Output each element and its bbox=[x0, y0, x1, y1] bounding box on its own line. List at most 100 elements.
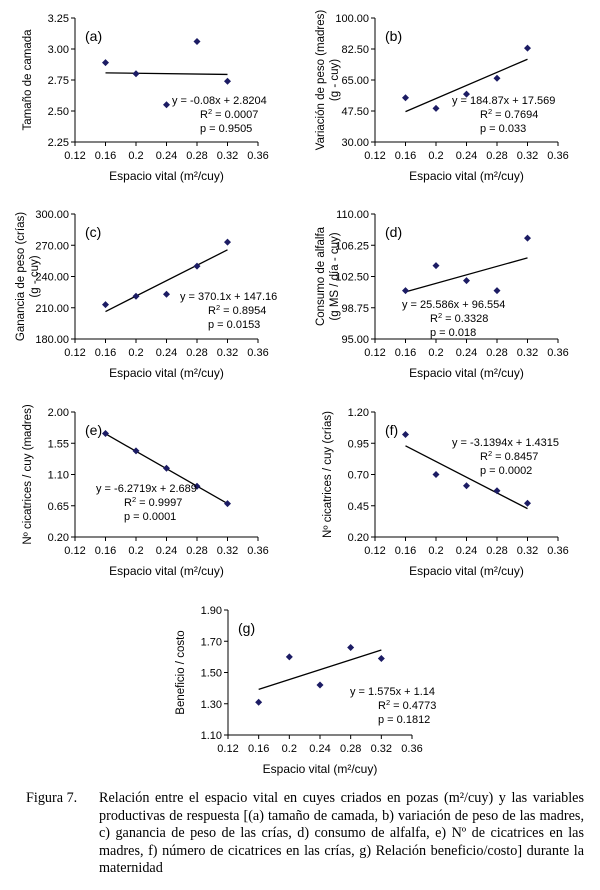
x-tick-label: 0.2 bbox=[128, 150, 143, 162]
data-point bbox=[224, 238, 231, 246]
x-axis-title: Espacio vital (m²/cuy) bbox=[409, 169, 524, 183]
data-point bbox=[102, 301, 109, 309]
x-tick-label: 0.12 bbox=[64, 347, 85, 359]
y-tick-label: 2.50 bbox=[48, 106, 69, 118]
x-tick-label: 0.36 bbox=[547, 545, 568, 557]
panel-label: (g) bbox=[238, 620, 255, 636]
data-point bbox=[132, 292, 140, 300]
y-tick-label: 95.00 bbox=[341, 334, 369, 346]
regression-annotation: y = -0.08x + 2.8204 bbox=[172, 95, 267, 107]
x-tick-label: 0.2 bbox=[428, 347, 443, 359]
data-point bbox=[377, 654, 385, 662]
y-tick-label: 0.20 bbox=[348, 532, 369, 544]
y-tick-label: 1.90 bbox=[201, 605, 222, 617]
y-axis-title: Consumo de alfalfa bbox=[315, 226, 327, 326]
y-axis-title: Ganancia de peso (crías) bbox=[15, 212, 27, 341]
y-tick-label: 180.00 bbox=[35, 334, 69, 346]
x-tick-label: 0.24 bbox=[456, 150, 477, 162]
regression-annotation: p = 0.0001 bbox=[124, 511, 176, 523]
data-point bbox=[285, 653, 293, 661]
regression-annotation: R2 = 0.0007 bbox=[200, 107, 258, 122]
x-tick-label: 0.2 bbox=[128, 545, 143, 557]
y-tick-label: 0.65 bbox=[48, 501, 69, 513]
data-point bbox=[432, 104, 440, 112]
data-point bbox=[224, 77, 231, 85]
data-point bbox=[524, 44, 531, 52]
y-tick-label: 2.75 bbox=[48, 75, 69, 87]
x-tick-label: 0.2 bbox=[428, 545, 443, 557]
regression-annotation: y = -6.2719x + 2.689 bbox=[96, 483, 197, 495]
panel-label: (c) bbox=[85, 224, 101, 240]
x-tick-label: 0.24 bbox=[156, 150, 177, 162]
x-tick-label: 0.32 bbox=[517, 347, 538, 359]
y-tick-label: 102.50 bbox=[335, 272, 369, 284]
data-point bbox=[493, 287, 501, 295]
y-tick-label: 0.95 bbox=[348, 438, 369, 450]
y-tick-label: 3.25 bbox=[48, 13, 69, 25]
x-axis-title: Espacio vital (m²/cuy) bbox=[263, 762, 378, 776]
y-tick-label: 98.75 bbox=[341, 303, 369, 315]
x-tick-label: 0.28 bbox=[486, 150, 507, 162]
data-point bbox=[493, 74, 501, 82]
x-tick-label: 0.12 bbox=[64, 545, 85, 557]
data-point bbox=[102, 430, 109, 438]
x-tick-label: 0.16 bbox=[95, 347, 116, 359]
data-point bbox=[102, 59, 109, 67]
x-tick-label: 0.16 bbox=[95, 150, 116, 162]
x-tick-label: 0.2 bbox=[128, 347, 143, 359]
y-axis-title: (g - cuy) bbox=[29, 255, 41, 297]
trend-line bbox=[405, 257, 528, 293]
y-tick-label: 1.70 bbox=[201, 636, 222, 648]
y-tick-label: 82.50 bbox=[341, 44, 369, 56]
y-tick-label: 2.25 bbox=[48, 137, 69, 149]
chart-panel-f: 0.20 0.45 0.70 0.95 1.20 0.12 0.16 0.2 0.24 0.28 0… bbox=[322, 407, 569, 578]
data-point bbox=[402, 287, 409, 295]
y-tick-label: 1.10 bbox=[201, 730, 222, 742]
x-tick-label: 0.32 bbox=[517, 150, 538, 162]
y-tick-label: 110.00 bbox=[336, 209, 369, 221]
trend-line bbox=[405, 58, 528, 113]
regression-annotation: p = 0.033 bbox=[480, 123, 526, 135]
y-tick-label: 0.45 bbox=[348, 501, 369, 513]
y-tick-label: 47.50 bbox=[341, 106, 369, 118]
data-point bbox=[132, 447, 140, 455]
data-point bbox=[463, 482, 470, 490]
x-tick-label: 0.36 bbox=[547, 347, 568, 359]
x-axis-title: Espacio vital (m²/cuy) bbox=[409, 564, 524, 578]
x-tick-label: 0.16 bbox=[395, 545, 416, 557]
caption-label: Figura 7. bbox=[26, 790, 78, 806]
x-tick-label: 0.28 bbox=[340, 743, 361, 755]
y-tick-label: 106.25 bbox=[335, 240, 369, 252]
panel-label: (f) bbox=[385, 422, 398, 438]
regression-annotation: y = -3.1394x + 1.4315 bbox=[452, 437, 559, 449]
x-tick-label: 0.12 bbox=[364, 545, 385, 557]
x-tick-label: 0.28 bbox=[486, 545, 507, 557]
data-point bbox=[163, 101, 170, 109]
regression-annotation: p = 0.0153 bbox=[208, 319, 260, 331]
regression-annotation: y = 184.87x + 17.569 bbox=[452, 95, 555, 107]
chart-panel-e: 0.20 0.65 1.10 1.55 2.00 0.12 0.16 0.2 0.24 0.28 0… bbox=[22, 404, 269, 578]
y-axis-title: Nº cicatrices / cuy (madres) bbox=[22, 404, 34, 544]
data-point bbox=[463, 277, 470, 285]
data-point bbox=[524, 234, 531, 242]
trend-line bbox=[405, 445, 528, 510]
y-tick-label: 270.00 bbox=[35, 240, 69, 252]
x-tick-label: 0.32 bbox=[217, 150, 238, 162]
x-tick-label: 0.36 bbox=[547, 150, 568, 162]
x-axis-title: Espacio vital (m²/cuy) bbox=[409, 366, 524, 380]
x-axis-title: Espacio vital (m²/cuy) bbox=[109, 564, 224, 578]
y-axis-title: Tamaño de camada bbox=[22, 29, 34, 131]
data-point bbox=[432, 471, 440, 478]
regression-annotation: y = 25.586x + 96.554 bbox=[402, 299, 505, 311]
panel-label: (b) bbox=[385, 28, 402, 44]
regression-annotation: R2 = 0.8457 bbox=[480, 449, 538, 464]
y-tick-label: 210.00 bbox=[35, 303, 69, 315]
x-tick-label: 0.16 bbox=[95, 545, 116, 557]
data-point bbox=[163, 464, 170, 472]
x-tick-label: 0.2 bbox=[428, 150, 443, 162]
trend-line bbox=[258, 649, 382, 690]
regression-annotation: R2 = 0.8954 bbox=[208, 303, 266, 318]
data-point bbox=[432, 262, 440, 270]
figure-7-panels: 2.252.502.753.003.250.12 0.16 0.2 0.24 0.28 0… bbox=[15, 10, 569, 776]
chart-panel-g: 1.10 1.30 1.50 1.70 1.90 0.12 0.16 0.2 0.24 0.28 0… bbox=[175, 605, 436, 776]
